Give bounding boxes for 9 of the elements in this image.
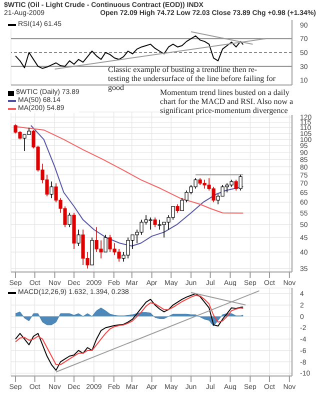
- candlestick: [68, 212, 72, 228]
- candlestick: [153, 217, 157, 228]
- line-series: [15, 126, 244, 214]
- candlestick: [238, 174, 242, 191]
- candlestick: [234, 179, 238, 191]
- candlestick: [50, 181, 54, 199]
- annotation: Momentum trend lines busted on a daily chart for the MACD and RSI. Also now a significant price-momentum divergence: [160, 88, 300, 115]
- candlestick: [76, 229, 80, 246]
- candlestick: [104, 234, 108, 252]
